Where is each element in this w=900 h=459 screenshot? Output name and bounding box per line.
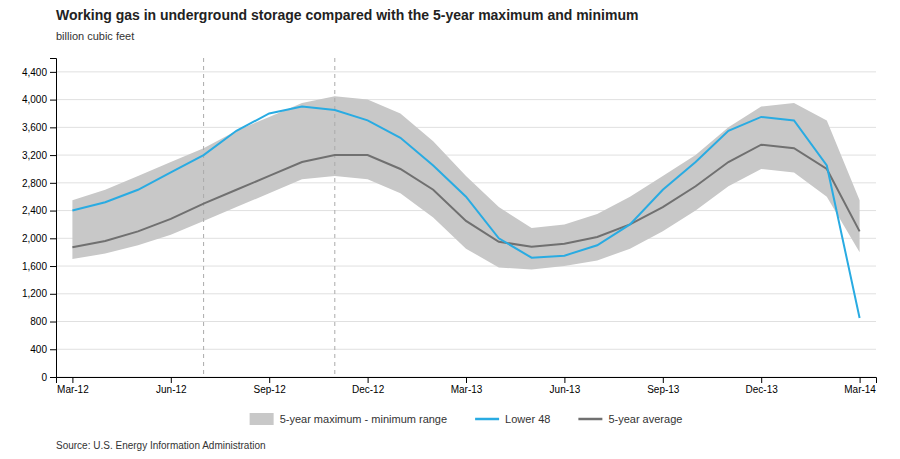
- chart: Working gas in underground storage compa…: [0, 0, 900, 459]
- legend-item: Lower 48: [475, 413, 550, 425]
- y-tick: 3,200: [22, 150, 56, 161]
- grid-line: [56, 321, 876, 322]
- grid: [56, 72, 876, 377]
- y-tick: 2,800: [22, 178, 56, 189]
- tick-mark: [171, 377, 172, 383]
- y-tick: 400: [30, 344, 56, 355]
- legend-swatch: [578, 418, 602, 421]
- y-tick: 2,000: [22, 233, 56, 244]
- marks: [72, 58, 859, 377]
- y-tick-label: 2,800: [22, 178, 47, 189]
- y-tick-label: 0: [41, 372, 47, 383]
- reference-line: [203, 58, 204, 377]
- y-tick-label: 3,200: [22, 150, 47, 161]
- x-tick-label: Mar-12: [57, 384, 89, 395]
- y-tick: 1,600: [22, 261, 56, 272]
- y-tick-label: 2,000: [22, 233, 47, 244]
- tick-mark: [50, 100, 56, 101]
- tick-mark: [50, 294, 56, 295]
- x-tick: Jun-12: [156, 377, 187, 395]
- tick-mark: [860, 377, 861, 383]
- grid-line: [56, 71, 876, 72]
- title: Working gas in underground storage compa…: [56, 7, 638, 23]
- legend-item: 5-year maximum - minimum range: [250, 413, 447, 425]
- x-tick-label: Dec-12: [352, 384, 385, 395]
- x-tick-label: Mar-14: [844, 384, 876, 395]
- y-tick-label: 3,600: [22, 122, 47, 133]
- y-tick-label: 400: [30, 344, 47, 355]
- tick-mark: [50, 322, 56, 323]
- grid-line: [56, 349, 876, 350]
- grid-line: [56, 293, 876, 294]
- y-tick: 4,400: [22, 67, 56, 78]
- tick-mark: [50, 349, 56, 350]
- tick-mark: [761, 377, 762, 383]
- tick-mark: [50, 211, 56, 212]
- line: [72, 107, 859, 319]
- legend-item: 5-year average: [578, 413, 682, 425]
- y-tick-label: 800: [30, 316, 47, 327]
- x-tick-label: Sep-12: [254, 384, 287, 395]
- tick-mark: [50, 72, 56, 73]
- y-tick-label: 2,400: [22, 205, 47, 216]
- tick-mark: [466, 377, 467, 383]
- y-tick: 800: [30, 316, 56, 327]
- x-tick: Mar-12: [57, 377, 89, 395]
- legend-label: 5-year maximum - minimum range: [280, 413, 447, 425]
- tick-mark: [368, 377, 369, 383]
- x-tick-label: Sep-13: [647, 384, 680, 395]
- x-tick: Jun-13: [550, 377, 581, 395]
- source: Source: U.S. Energy Information Administ…: [56, 440, 266, 451]
- tick-mark: [50, 127, 56, 128]
- y-axis: 0 400 800 1,200 1,600 2,000 2,400 2,800 3,200 3,6…: [22, 59, 57, 383]
- tick-mark: [50, 266, 56, 267]
- legend-label: 5-year average: [608, 413, 682, 425]
- y-tick-label: 4,400: [22, 67, 47, 78]
- y-tick-label: 1,200: [22, 288, 47, 299]
- x-tick: Sep-12: [254, 377, 287, 395]
- x-tick: Dec-13: [746, 377, 779, 395]
- axis-line: [57, 378, 877, 384]
- x-axis: Mar-12 Jun-12 Sep-12 Dec-12 Mar-13 Jun-13 Sep-…: [57, 377, 877, 395]
- y-tick: 4,000: [22, 94, 56, 105]
- legend-swatch: [475, 418, 499, 421]
- tick-mark: [50, 155, 56, 156]
- x-tick: Mar-14: [844, 377, 876, 395]
- x-tick-label: Jun-12: [156, 384, 187, 395]
- plot-area: Mar-12 Jun-12 Sep-12 Dec-12 Mar-13 Jun-13 Sep-…: [22, 58, 877, 395]
- x-tick-label: Dec-13: [746, 384, 779, 395]
- y-tick: 3,600: [22, 122, 56, 133]
- tick-mark: [50, 377, 56, 378]
- x-tick: Sep-13: [647, 377, 680, 395]
- band: [72, 96, 859, 269]
- x-tick: Mar-13: [451, 377, 483, 395]
- y-tick-label: 4,000: [22, 94, 47, 105]
- tick-mark: [663, 377, 664, 383]
- tick-mark: [72, 377, 73, 383]
- legend: 5-year maximum - minimum range Lower 48 5-…: [250, 413, 683, 425]
- tick-mark: [50, 183, 56, 184]
- y-tick: 2,400: [22, 205, 56, 216]
- x-tick-label: Jun-13: [550, 384, 581, 395]
- tick-mark: [50, 238, 56, 239]
- x-tick-label: Mar-13: [451, 384, 483, 395]
- grid-line: [56, 99, 876, 100]
- y-tick: 0: [41, 372, 56, 383]
- x-tick: Dec-12: [352, 377, 385, 395]
- legend-swatch: [250, 413, 274, 425]
- y-tick-label: 1,600: [22, 261, 47, 272]
- y-tick: 1,200: [22, 288, 56, 299]
- y-axis-title: billion cubic feet: [56, 30, 134, 42]
- tick-mark: [269, 377, 270, 383]
- reference-line: [334, 58, 335, 377]
- tick-mark: [564, 377, 565, 383]
- grid-line: [56, 266, 876, 267]
- axis-line: [50, 59, 57, 378]
- legend-label: Lower 48: [505, 413, 550, 425]
